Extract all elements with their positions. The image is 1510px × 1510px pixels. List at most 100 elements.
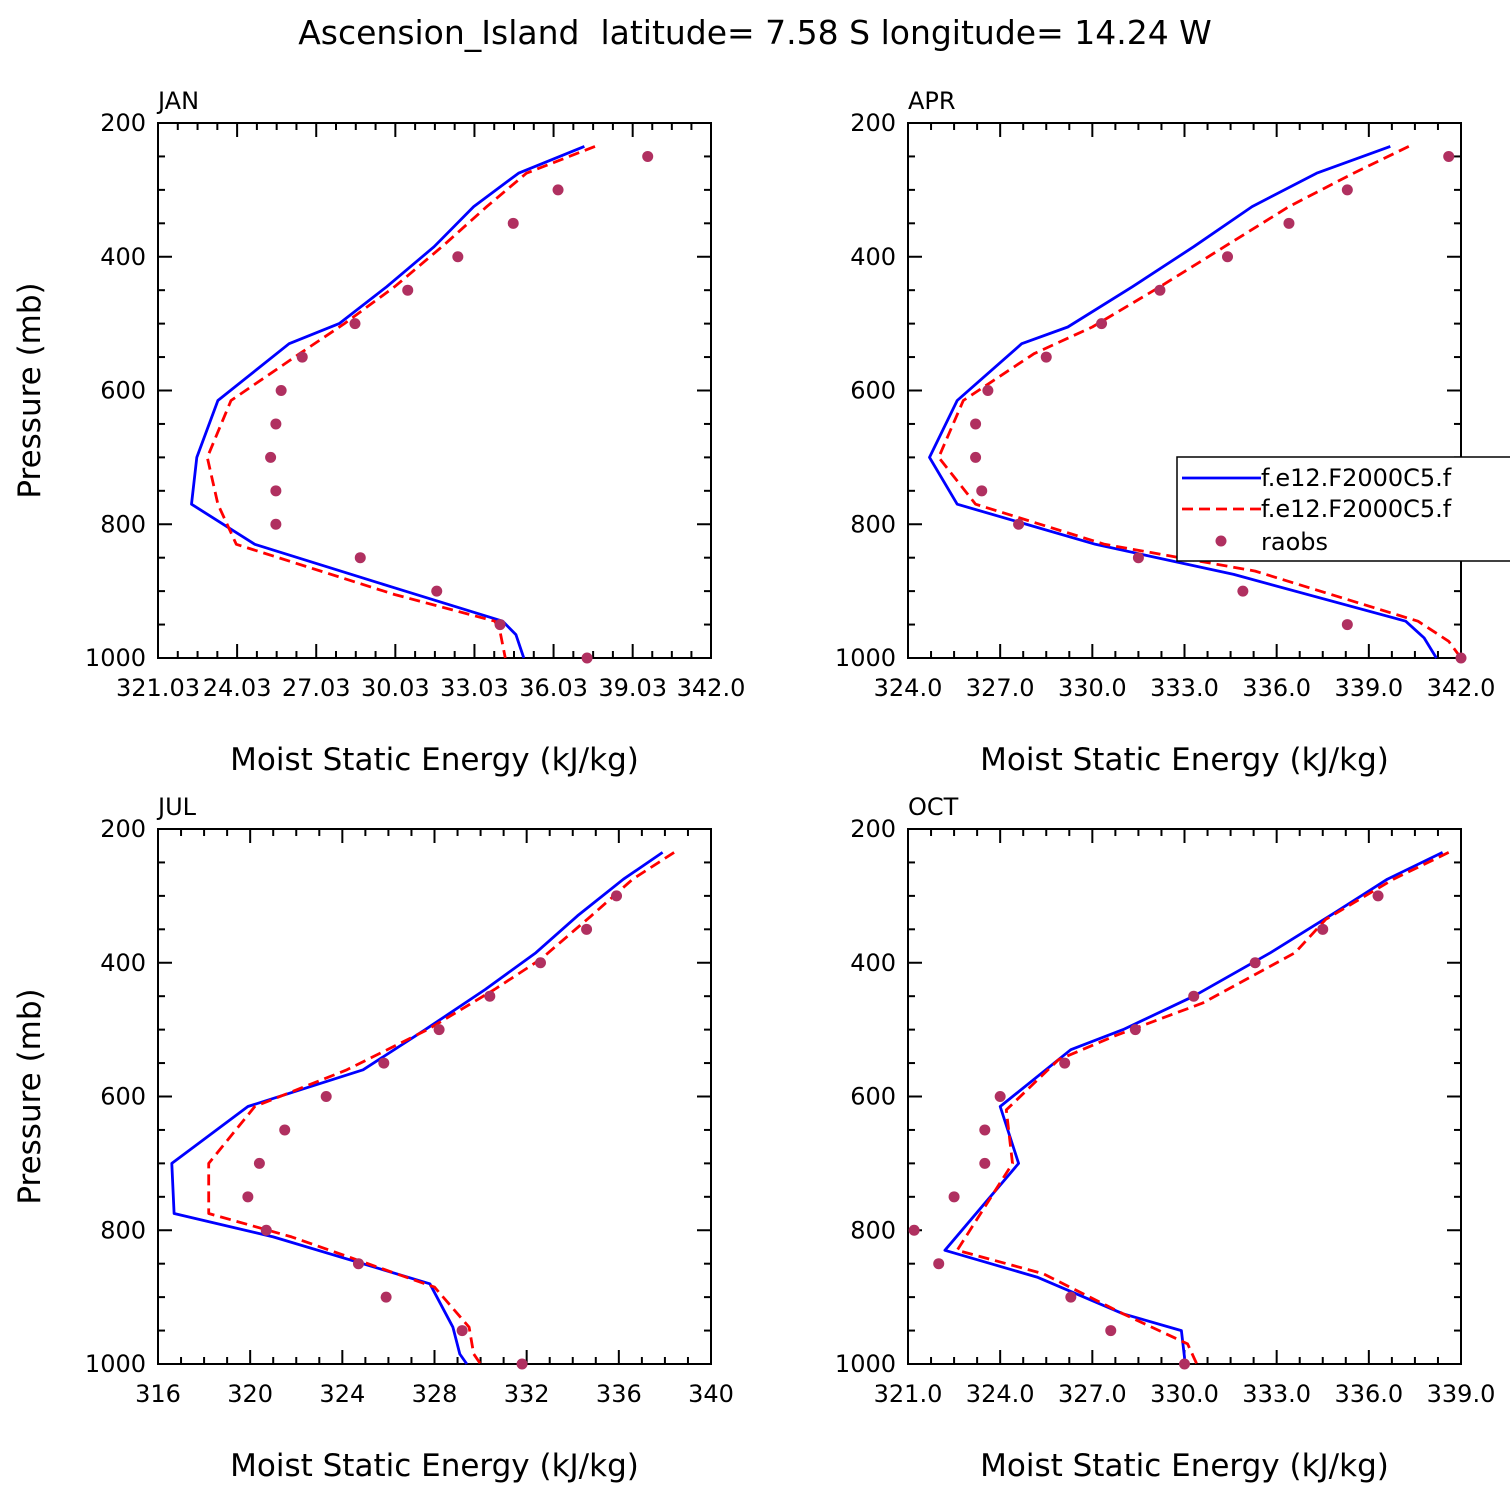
- raobs-point: [1059, 1057, 1071, 1069]
- raobs-point: [352, 1258, 364, 1270]
- raobs-point: [979, 1124, 991, 1136]
- x-tick-label: 339.0: [1334, 674, 1403, 702]
- y-tick-label: 800: [100, 1216, 146, 1244]
- raobs-point: [994, 1091, 1006, 1102]
- raobs-point: [1129, 1024, 1141, 1036]
- x-tick-label: 316: [135, 1380, 181, 1408]
- raobs-point: [253, 1157, 265, 1169]
- raobs-point: [452, 251, 464, 263]
- x-tick-label: 330.0: [1058, 674, 1127, 702]
- legend-box: [1176, 456, 1510, 562]
- raobs-point: [1341, 619, 1353, 631]
- x-tick-label: 24.03: [203, 674, 272, 702]
- x-axis-label: Moist Static Energy (kJ/kg): [980, 742, 1389, 778]
- raobs-point: [1222, 251, 1234, 263]
- raobs-point: [1237, 585, 1249, 597]
- y-tick-label: 600: [850, 1083, 896, 1111]
- raobs-point: [1443, 150, 1455, 162]
- x-tick-label: 320: [227, 1380, 273, 1408]
- x-tick-label: 332: [504, 1380, 550, 1408]
- y-axis-label: Pressure (mb): [12, 282, 48, 498]
- y-tick-label: 400: [850, 949, 896, 977]
- y-tick-label: 200: [850, 109, 896, 137]
- x-tick-label: 328: [412, 1380, 458, 1408]
- raobs-point: [534, 957, 546, 969]
- raobs-point: [1154, 284, 1166, 296]
- model-solid-line: [190, 145, 585, 659]
- x-tick-label: 327.0: [966, 674, 1035, 702]
- y-tick-label: 400: [100, 243, 146, 271]
- x-tick-label: 342.0: [1427, 674, 1496, 702]
- legend: f.e12.F2000C5.f f.e12.F2000C5.f raobs: [1176, 456, 1510, 562]
- raobs-point: [402, 284, 414, 296]
- raobs-point: [516, 1358, 528, 1370]
- raobs-point: [433, 1024, 445, 1036]
- raobs-point: [484, 990, 496, 1002]
- raobs-point: [1065, 1291, 1077, 1303]
- x-tick-label: 340: [688, 1380, 734, 1408]
- x-tick-label: 324.0: [966, 1380, 1035, 1408]
- x-axis-label: Moist Static Energy (kJ/kg): [980, 1448, 1389, 1484]
- raobs-point: [976, 485, 988, 497]
- y-tick-label: 600: [100, 377, 146, 405]
- raobs-point: [1188, 990, 1200, 1002]
- x-tick-label: 336: [596, 1380, 642, 1408]
- x-tick-label: 30.03: [361, 674, 430, 702]
- y-tick-label: 1000: [85, 644, 146, 672]
- y-tick-label: 600: [100, 1083, 146, 1111]
- model-dashed-line: [937, 145, 1463, 659]
- y-tick-label: 1000: [835, 644, 896, 672]
- y-tick-label: 600: [850, 377, 896, 405]
- x-tick-label: 36.03: [519, 674, 588, 702]
- raobs-point: [1040, 351, 1052, 363]
- x-tick-label: 330.0: [1150, 1380, 1219, 1408]
- raobs-point: [982, 385, 994, 396]
- x-tick-label: 333.0: [1242, 1380, 1311, 1408]
- raobs-point: [275, 385, 287, 396]
- raobs-point: [354, 552, 366, 564]
- raobs-point: [265, 451, 277, 463]
- raobs-point: [270, 518, 282, 530]
- y-tick-label: 200: [100, 815, 146, 843]
- x-tick-label: 327.0: [1058, 1380, 1127, 1408]
- raobs-point: [552, 184, 564, 196]
- raobs-point: [1372, 890, 1384, 902]
- raobs-point: [431, 585, 443, 597]
- raobs-point: [349, 318, 361, 330]
- raobs-point: [979, 1157, 991, 1169]
- x-axis-label: Moist Static Energy (kJ/kg): [230, 1448, 639, 1484]
- raobs-point: [1341, 184, 1353, 196]
- panel-label: JAN: [156, 87, 199, 115]
- x-tick-label: 333.0: [1150, 674, 1219, 702]
- raobs-point: [581, 923, 593, 935]
- y-tick-label: 800: [850, 1216, 896, 1244]
- legend-entry: raobs: [1261, 528, 1328, 556]
- model-solid-line: [170, 851, 664, 1365]
- raobs-point: [933, 1258, 945, 1270]
- raobs-point: [1013, 518, 1025, 530]
- x-tick-label: 339.0: [1427, 1380, 1496, 1408]
- raobs-point: [1105, 1325, 1117, 1337]
- raobs-point: [908, 1224, 920, 1236]
- panel-label: APR: [908, 87, 956, 115]
- raobs-point: [296, 351, 308, 363]
- raobs-point: [581, 652, 593, 664]
- raobs-point: [378, 1057, 390, 1069]
- raobs-point: [270, 485, 282, 497]
- raobs-point: [494, 619, 506, 631]
- y-tick-label: 400: [100, 949, 146, 977]
- raobs-point: [456, 1325, 468, 1337]
- raobs-point: [611, 890, 623, 902]
- model-solid-line: [928, 145, 1438, 659]
- raobs-point: [970, 451, 982, 463]
- x-tick-label: 321.03: [116, 674, 200, 702]
- raobs-point: [507, 217, 519, 229]
- raobs-point: [1283, 217, 1295, 229]
- model-solid-line: [943, 851, 1444, 1364]
- plot-frame: [157, 122, 712, 659]
- raobs-point: [380, 1291, 392, 1303]
- legend-entry: f.e12.F2000C5.f: [1261, 495, 1452, 523]
